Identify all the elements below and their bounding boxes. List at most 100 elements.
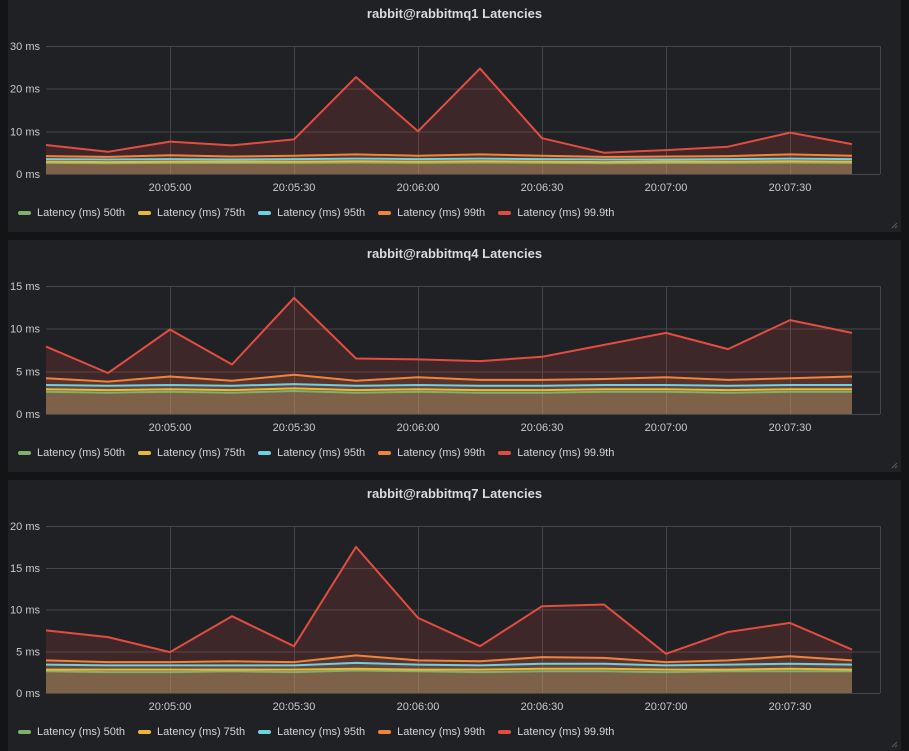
legend-color-swatch: [18, 451, 31, 455]
x-tick-label: 20:05:00: [149, 422, 192, 434]
y-tick-label: 10 ms: [10, 324, 40, 336]
x-tick-label: 20:06:00: [397, 182, 440, 194]
x-tick-label: 20:05:00: [149, 182, 192, 194]
panel-title[interactable]: rabbit@rabbitmq1 Latencies: [366, 6, 543, 21]
x-tick-label: 20:07:00: [645, 701, 688, 713]
x-tick-label: 20:07:30: [769, 182, 812, 194]
legend: Latency (ms) 50th Latency (ms) 75th Latenc…: [18, 723, 614, 741]
x-tick-label: 20:07:00: [645, 422, 688, 434]
latency-chart[interactable]: 0 ms 10 ms 20 ms 30 ms 20:05:00 20:05:30 20:06…: [8, 0, 901, 232]
legend-item[interactable]: Latency (ms) 50th: [18, 447, 125, 459]
panel-3: rabbit@rabbitmq7 Latencies 0 ms 5 ms 10 ms 1…: [8, 480, 901, 751]
legend-color-swatch: [138, 211, 152, 215]
area-99.9th: [46, 546, 852, 693]
legend-item[interactable]: Latency (ms) 99.9th: [498, 207, 614, 219]
panel-2: rabbit@rabbitmq4 Latencies 0 ms 5 ms 10 ms 1…: [8, 240, 901, 472]
legend-item[interactable]: Latency (ms) 99th: [378, 447, 485, 459]
legend-label: Latency (ms) 95th: [277, 447, 366, 459]
legend: Latency (ms) 50th Latency (ms) 75th Latenc…: [18, 204, 614, 222]
legend-item[interactable]: Latency (ms) 75th: [138, 726, 245, 738]
legend-color-swatch: [378, 211, 392, 215]
latency-chart[interactable]: 0 ms 5 ms 10 ms 15 ms 20:05:00 20:05:30 20:06:…: [8, 240, 901, 472]
x-tick-label: 20:07:30: [769, 701, 812, 713]
legend-label: Latency (ms) 75th: [157, 207, 246, 219]
x-tick-label: 20:05:30: [273, 182, 316, 194]
area-99.9th: [46, 68, 852, 174]
legend-label: Latency (ms) 99th: [397, 447, 486, 459]
area-50th: [46, 162, 852, 174]
panel-title[interactable]: rabbit@rabbitmq4 Latencies: [366, 246, 543, 261]
grid: [46, 526, 881, 694]
legend-label: Latency (ms) 99.9th: [517, 447, 615, 459]
legend-item[interactable]: Latency (ms) 95th: [258, 447, 365, 459]
legend-label: Latency (ms) 50th: [37, 207, 126, 219]
line-95th: [45, 383, 852, 387]
legend-item[interactable]: Latency (ms) 99.9th: [498, 447, 614, 459]
y-tick-label: 0 ms: [16, 409, 40, 421]
line-95th: [45, 661, 853, 667]
y-tick-label: 10 ms: [10, 126, 40, 138]
legend-label: Latency (ms) 99th: [397, 726, 486, 738]
legend-label: Latency (ms) 99.9th: [517, 726, 615, 738]
legend-color-swatch: [498, 451, 512, 455]
area-50th: [46, 391, 852, 414]
line-99th: [45, 373, 853, 383]
legend-label: Latency (ms) 50th: [37, 447, 126, 459]
x-tick-label: 20:07:00: [645, 182, 688, 194]
legend-item[interactable]: Latency (ms) 75th: [138, 207, 245, 219]
legend-item[interactable]: Latency (ms) 50th: [18, 207, 125, 219]
legend-color-swatch: [378, 730, 392, 734]
area-75th: [46, 161, 852, 174]
latency-chart[interactable]: 0 ms 5 ms 10 ms 15 ms 20 ms 20:05:00 20:05:30 2…: [8, 480, 901, 751]
legend-item[interactable]: Latency (ms) 95th: [258, 207, 365, 219]
legend-item[interactable]: Latency (ms) 50th: [18, 726, 125, 738]
line-75th: [45, 160, 853, 164]
line-50th: [45, 669, 852, 674]
y-tick-label: 5 ms: [16, 646, 40, 658]
legend-item[interactable]: Latency (ms) 99th: [378, 726, 485, 738]
y-tick-label: 15 ms: [10, 281, 40, 293]
legend-item[interactable]: Latency (ms) 99.9th: [498, 726, 614, 738]
x-tick-label: 20:06:00: [397, 422, 440, 434]
legend-item[interactable]: Latency (ms) 99th: [378, 207, 485, 219]
line-99.9th: [45, 545, 853, 655]
line-75th: [46, 667, 853, 671]
legend-color-swatch: [18, 211, 31, 215]
x-tick-label: 20:07:30: [769, 422, 812, 434]
x-tick-label: 20:05:00: [149, 701, 192, 713]
panel-resize-handle[interactable]: [891, 222, 898, 229]
legend-label: Latency (ms) 99th: [397, 207, 486, 219]
legend-color-swatch: [258, 211, 272, 215]
area-75th: [46, 668, 852, 693]
y-tick-label: 30 ms: [10, 41, 40, 53]
legend-label: Latency (ms) 75th: [157, 447, 246, 459]
line-75th: [45, 387, 852, 392]
legend-label: Latency (ms) 99.9th: [517, 207, 615, 219]
x-tick-label: 20:05:30: [273, 701, 316, 713]
x-tick-label: 20:06:30: [521, 422, 564, 434]
line-99th: [45, 654, 853, 664]
legend-color-swatch: [378, 451, 392, 455]
legend-color-swatch: [138, 730, 152, 734]
grid: [46, 46, 881, 175]
legend-color-swatch: [498, 211, 512, 215]
legend-item[interactable]: Latency (ms) 75th: [138, 447, 245, 459]
y-tick-label: 15 ms: [10, 563, 40, 575]
legend-color-swatch: [138, 451, 152, 455]
y-tick-label: 10 ms: [10, 605, 40, 617]
panel-resize-handle[interactable]: [891, 462, 898, 469]
y-tick-label: 20 ms: [10, 84, 40, 96]
x-tick-label: 20:06:00: [397, 701, 440, 713]
x-tick-label: 20:05:30: [273, 422, 316, 434]
panel-title[interactable]: rabbit@rabbitmq7 Latencies: [366, 486, 543, 501]
legend-color-swatch: [258, 730, 272, 734]
legend-item[interactable]: Latency (ms) 95th: [258, 726, 365, 738]
y-tick-label: 5 ms: [16, 366, 40, 378]
line-99.9th: [45, 296, 853, 374]
legend: Latency (ms) 50th Latency (ms) 75th Latenc…: [18, 444, 614, 462]
y-tick-label: 20 ms: [10, 521, 40, 533]
line-99th: [45, 153, 853, 158]
panel-resize-handle[interactable]: [891, 741, 898, 748]
legend-label: Latency (ms) 95th: [277, 726, 366, 738]
